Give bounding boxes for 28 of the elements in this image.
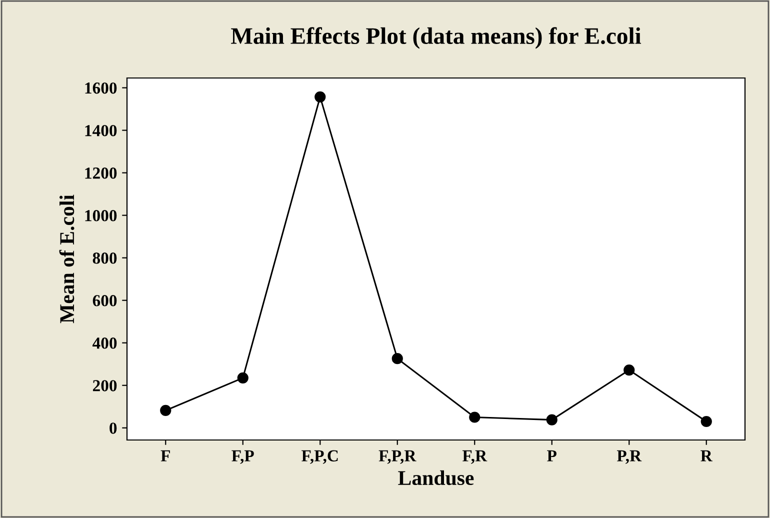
y-tick-label: 1200 <box>85 168 117 179</box>
y-tick-label: 200 <box>92 380 117 392</box>
point <box>700 416 712 428</box>
point <box>237 372 248 384</box>
y-tick-label: 0 <box>110 422 117 434</box>
y-tick-label: 400 <box>92 338 117 349</box>
y-tick-label: 1600 <box>85 82 117 94</box>
y-tick-label: 600 <box>92 295 117 306</box>
point <box>314 91 326 102</box>
x-tick-label: F,P,C <box>302 450 338 464</box>
point <box>546 414 558 426</box>
point <box>469 412 480 423</box>
x-tick-label: F <box>160 450 170 462</box>
point <box>392 353 403 364</box>
x-tick-label: F,P,R <box>378 450 416 464</box>
y-tick-label: 1400 <box>85 124 117 136</box>
y-axis-title: Mean of E.coli <box>59 194 74 324</box>
x-tick-label: P,R <box>616 450 642 464</box>
x-tick-label: F,R <box>462 450 488 464</box>
x-axis-title: Landuse <box>398 470 474 486</box>
point <box>160 404 172 416</box>
y-tick-label: 1000 <box>85 210 117 222</box>
x-tick-label: F,P <box>232 450 254 464</box>
x-tick-label: P <box>547 450 556 462</box>
x-tick-label: R <box>700 450 713 462</box>
point <box>624 364 635 376</box>
chart-title: Main Effects Plot (data means) for E.coli <box>231 27 642 49</box>
y-tick-label: 800 <box>92 252 117 264</box>
